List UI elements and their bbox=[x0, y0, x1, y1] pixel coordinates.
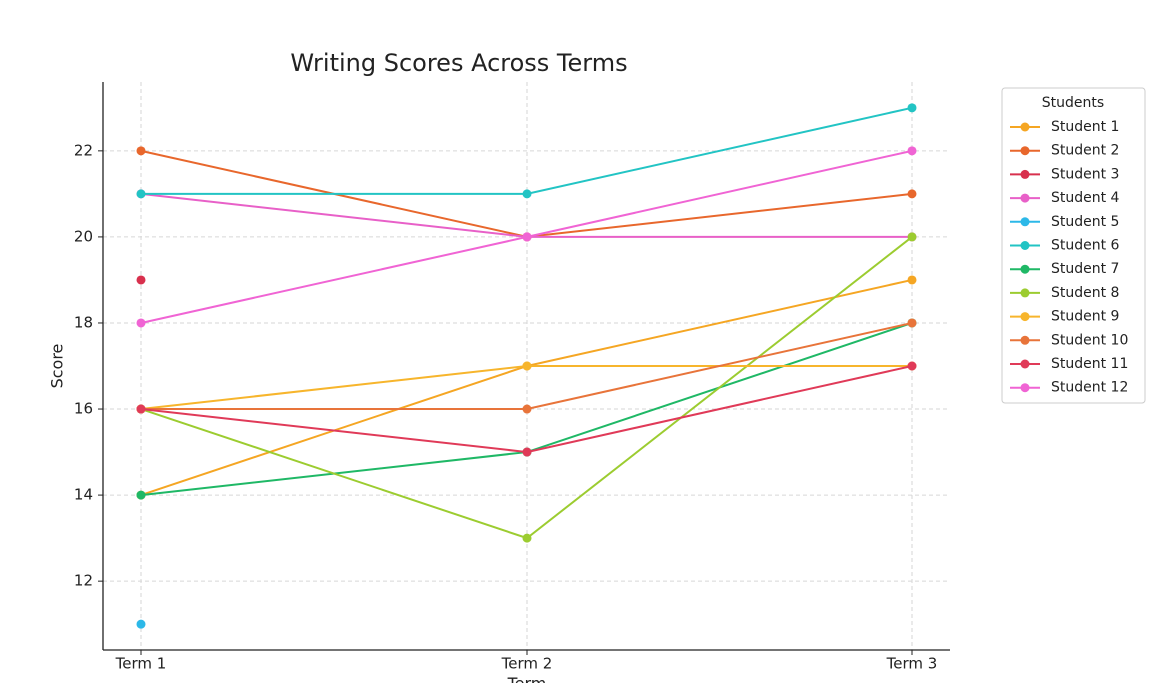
data-point bbox=[136, 146, 146, 156]
data-point bbox=[522, 404, 532, 414]
data-point bbox=[522, 232, 532, 242]
legend-label: Student 3 bbox=[1051, 166, 1119, 182]
data-point bbox=[136, 404, 146, 414]
legend-label: Student 4 bbox=[1051, 190, 1120, 206]
legend-label: Student 11 bbox=[1051, 356, 1128, 372]
legend-marker bbox=[1020, 383, 1030, 393]
data-point bbox=[136, 275, 146, 285]
data-point bbox=[907, 146, 917, 156]
data-point bbox=[907, 275, 917, 285]
legend-marker bbox=[1020, 335, 1030, 345]
legend-marker bbox=[1020, 312, 1030, 322]
data-point bbox=[907, 232, 917, 242]
y-tick-label: 22 bbox=[74, 141, 93, 159]
legend-marker bbox=[1020, 193, 1030, 203]
data-point bbox=[907, 189, 917, 199]
legend-marker bbox=[1020, 146, 1030, 156]
data-point bbox=[136, 189, 146, 199]
y-tick-label: 12 bbox=[74, 572, 93, 590]
legend-label: Student 8 bbox=[1051, 285, 1119, 301]
series-line bbox=[140, 236, 913, 540]
y-axis-label: Score bbox=[48, 344, 67, 389]
data-point bbox=[522, 533, 532, 543]
y-tick-label: 16 bbox=[74, 400, 93, 418]
legend-label: Student 12 bbox=[1051, 380, 1128, 396]
legend-marker bbox=[1020, 169, 1030, 179]
data-point bbox=[907, 103, 917, 113]
data-point bbox=[136, 490, 146, 500]
x-tick-label: Term 3 bbox=[886, 655, 938, 673]
legend-label: Student 1 bbox=[1051, 119, 1119, 135]
legend-marker bbox=[1020, 264, 1030, 274]
legend-label: Student 2 bbox=[1051, 143, 1119, 159]
legend-label: Student 5 bbox=[1051, 214, 1119, 230]
chart-title: Writing Scores Across Terms bbox=[290, 49, 627, 77]
legend-label: Student 6 bbox=[1051, 238, 1120, 254]
data-point bbox=[907, 361, 917, 371]
y-tick-label: 18 bbox=[74, 313, 93, 331]
y-tick-label: 14 bbox=[74, 486, 93, 504]
data-point bbox=[522, 447, 532, 457]
legend-box bbox=[1001, 87, 1146, 404]
legend-marker bbox=[1020, 359, 1030, 369]
legend-label: Student 7 bbox=[1051, 261, 1119, 277]
legend-marker bbox=[1020, 217, 1030, 227]
legend-marker bbox=[1020, 288, 1030, 298]
x-axis-label: Term bbox=[507, 674, 547, 683]
data-point bbox=[522, 189, 532, 199]
data-point bbox=[522, 361, 532, 371]
data-point bbox=[136, 619, 146, 629]
legend-label: Student 10 bbox=[1051, 332, 1128, 348]
x-tick-label: Term 2 bbox=[501, 655, 553, 673]
legend-marker bbox=[1020, 241, 1030, 250]
legend-label: Student 9 bbox=[1051, 309, 1119, 325]
y-tick-label: 20 bbox=[74, 227, 93, 245]
data-point bbox=[907, 318, 917, 328]
x-tick-label: Term 1 bbox=[115, 655, 167, 673]
legend-title: Students bbox=[1042, 95, 1104, 111]
data-point bbox=[136, 318, 146, 328]
legend-marker bbox=[1020, 122, 1030, 132]
